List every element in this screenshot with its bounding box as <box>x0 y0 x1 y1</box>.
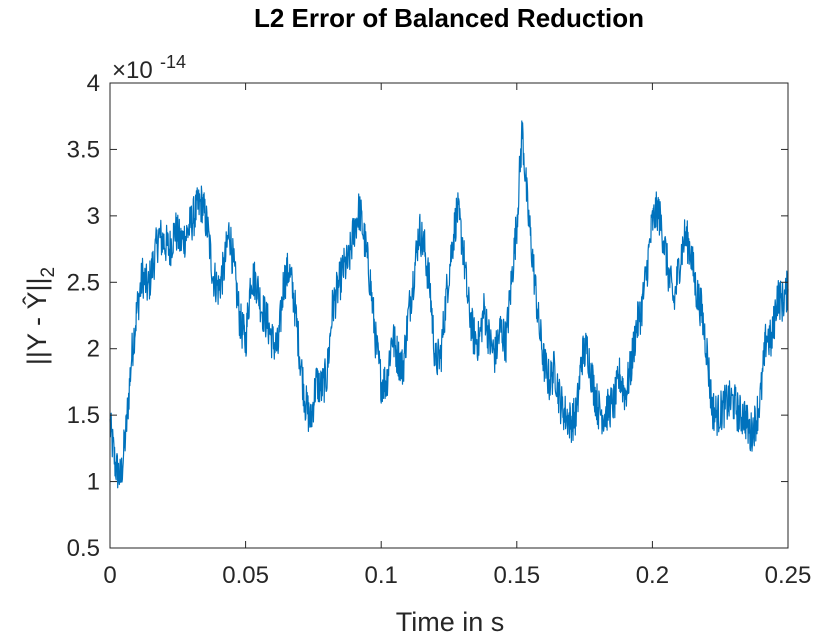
y-tick-label: 3.5 <box>67 136 100 163</box>
y-axis-ticks: 0.5 1 1.5 2 2.5 3 3.5 4 <box>67 70 788 562</box>
x-tick-label: 0.15 <box>493 562 540 589</box>
y-tick-label: 2 <box>87 336 100 363</box>
y-axis-label: ||Y - Ŷ||2 <box>21 267 59 365</box>
y-tick-label: 1.5 <box>67 402 100 429</box>
plot-area <box>109 82 789 549</box>
x-axis-label: Time in s <box>396 607 505 636</box>
axes-box <box>109 82 789 549</box>
y-tick-label: 1 <box>87 469 100 496</box>
x-axis-ticks: 0 0.05 0.1 0.15 0.2 0.25 <box>103 83 811 589</box>
y-axis-label-subscript: 2 <box>38 267 59 278</box>
y-tick-label: 3 <box>87 203 100 230</box>
plot-background <box>110 83 788 548</box>
x-tick-label: 0.05 <box>222 562 269 589</box>
y-multiplier-base: ×10 <box>112 57 153 84</box>
y-axis-label-group: ||Y - Ŷ||2 <box>21 267 59 365</box>
x-tick-label: 0.1 <box>365 562 398 589</box>
y-tick-label: 0.5 <box>67 535 100 562</box>
chart-title: L2 Error of Balanced Reduction <box>254 3 644 33</box>
x-tick-label: 0.25 <box>765 562 812 589</box>
y-axis-label-main: ||Y - Ŷ|| <box>21 277 52 365</box>
y-multiplier-exponent: -14 <box>160 52 186 72</box>
y-tick-label: 4 <box>87 70 100 97</box>
data-line <box>109 120 789 489</box>
y-axis-multiplier: ×10 -14 <box>112 52 186 84</box>
y-tick-label: 2.5 <box>67 269 100 296</box>
x-tick-label: 0.2 <box>636 562 669 589</box>
x-tick-label: 0 <box>103 562 116 589</box>
